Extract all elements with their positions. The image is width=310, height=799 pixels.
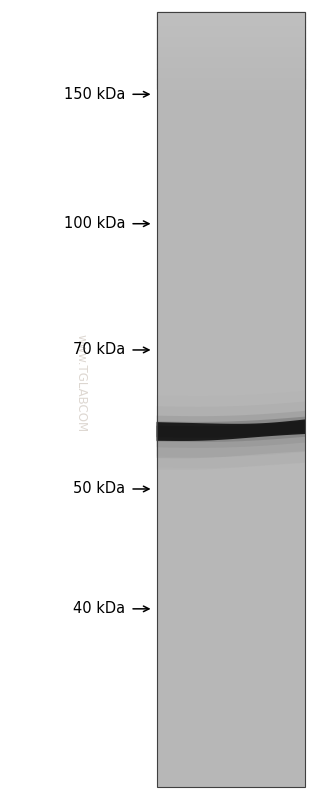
Polygon shape	[157, 391, 305, 468]
Bar	[157, 74, 305, 79]
Bar	[157, 22, 305, 27]
Bar	[157, 33, 305, 38]
Bar	[157, 38, 305, 43]
Bar	[157, 85, 305, 89]
Bar	[157, 12, 305, 787]
Bar	[157, 69, 305, 74]
Bar	[157, 27, 305, 33]
Bar	[157, 64, 305, 69]
Bar	[157, 48, 305, 54]
Polygon shape	[157, 421, 305, 438]
Bar	[157, 43, 305, 48]
Bar	[157, 79, 305, 85]
Polygon shape	[157, 434, 305, 470]
Text: 40 kDa: 40 kDa	[73, 602, 126, 616]
Text: 100 kDa: 100 kDa	[64, 217, 126, 231]
Polygon shape	[157, 416, 305, 442]
Bar	[157, 12, 305, 17]
Text: www.TGLABCOM: www.TGLABCOM	[74, 335, 87, 432]
Bar	[157, 17, 305, 22]
Polygon shape	[157, 419, 305, 441]
Polygon shape	[157, 401, 305, 457]
Text: 70 kDa: 70 kDa	[73, 343, 126, 357]
Bar	[157, 54, 305, 58]
Bar	[157, 58, 305, 64]
Polygon shape	[157, 434, 305, 459]
Bar	[157, 12, 305, 787]
Polygon shape	[157, 411, 305, 447]
Text: 50 kDa: 50 kDa	[73, 482, 126, 496]
Text: 150 kDa: 150 kDa	[64, 87, 126, 101]
